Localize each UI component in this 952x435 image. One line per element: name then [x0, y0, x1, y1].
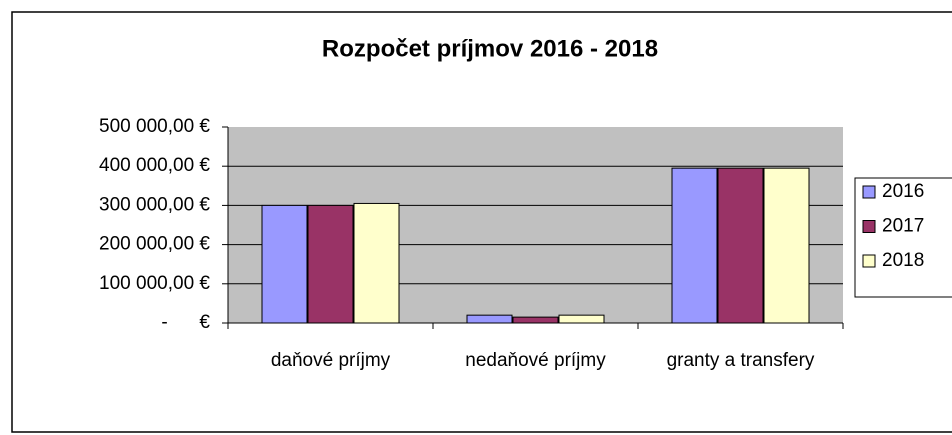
bar	[763, 167, 810, 324]
chart-title: Rozpočet príjmov 2016 - 2018	[322, 35, 658, 62]
bar	[466, 314, 513, 324]
legend-swatch	[862, 220, 876, 233]
legend-label: 2017	[882, 216, 924, 237]
x-tick-label-box: daňové príjmy	[270, 350, 391, 371]
x-tick-label: granty a transfery	[666, 350, 815, 371]
bar	[558, 314, 605, 324]
bar	[307, 204, 354, 324]
y-tick-label: 500 000,00 €	[99, 116, 210, 137]
bar	[717, 167, 764, 324]
legend-label: 2018	[882, 250, 924, 271]
x-tick-label-box: granty a transfery	[666, 350, 815, 371]
bar	[353, 202, 400, 324]
y-tick-label: 400 000,00 €	[99, 155, 210, 176]
legend-swatch	[862, 254, 876, 268]
legend-label: 2016	[882, 181, 924, 202]
bar	[261, 204, 308, 324]
x-tick-label: nedaňové príjmy	[465, 350, 606, 371]
x-tick-label-box: nedaňové príjmy	[465, 350, 606, 371]
y-tick-label: - €	[161, 312, 210, 333]
y-tick-label: 200 000,00 €	[99, 234, 210, 255]
x-tick-label: daňové príjmy	[270, 350, 391, 371]
bar	[671, 167, 718, 324]
y-tick-label: 100 000,00 €	[99, 273, 210, 294]
y-tick-label: 300 000,00 €	[99, 194, 210, 215]
legend-swatch	[862, 185, 876, 199]
bar	[512, 316, 559, 324]
